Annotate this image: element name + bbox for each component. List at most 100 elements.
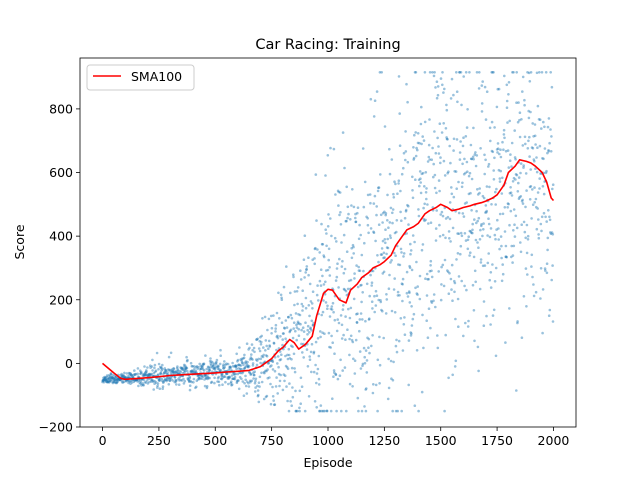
scatter-point	[413, 71, 417, 74]
scatter-point	[276, 362, 279, 365]
scatter-point	[194, 386, 197, 390]
scatter-point	[390, 377, 393, 381]
scatter-point	[472, 126, 475, 130]
scatter-point	[259, 343, 263, 346]
scatter-point	[139, 382, 142, 386]
scatter-point	[450, 192, 454, 196]
scatter-point	[170, 370, 174, 374]
scatter-point	[436, 334, 439, 337]
scatter-point	[185, 355, 188, 359]
scatter-point	[227, 377, 231, 380]
scatter-point	[524, 142, 527, 146]
scatter-point	[273, 356, 277, 359]
scatter-point	[257, 400, 261, 404]
scatter-point	[198, 368, 202, 371]
scatter-point	[498, 212, 502, 216]
scatter-point	[356, 312, 359, 316]
scatter-point	[470, 209, 473, 212]
scatter-point	[452, 195, 456, 199]
scatter-point	[223, 365, 226, 369]
scatter-point	[490, 71, 494, 74]
scatter-point	[509, 209, 513, 213]
scatter-point	[479, 261, 483, 264]
scatter-point	[232, 373, 236, 376]
scatter-point	[279, 335, 282, 338]
scatter-point	[445, 136, 448, 139]
scatter-point	[355, 312, 358, 316]
scatter-point	[216, 380, 219, 383]
scatter-point	[289, 291, 292, 295]
scatter-point	[437, 270, 441, 273]
scatter-point	[290, 404, 294, 408]
scatter-point	[145, 379, 149, 382]
scatter-point	[268, 376, 271, 379]
scatter-point	[433, 173, 437, 177]
scatter-point	[496, 218, 499, 222]
scatter-point	[456, 252, 460, 255]
scatter-point	[109, 379, 112, 382]
scatter-point	[172, 367, 175, 370]
scatter-point	[469, 143, 473, 147]
scatter-point	[151, 369, 154, 372]
scatter-point	[128, 372, 132, 375]
scatter-point	[235, 352, 238, 356]
scatter-point	[540, 71, 544, 74]
scatter-point	[500, 279, 504, 283]
scatter-point	[399, 210, 402, 214]
scatter-point	[184, 367, 187, 371]
scatter-point	[531, 146, 535, 150]
scatter-point	[277, 365, 280, 369]
scatter-point	[511, 261, 514, 264]
scatter-point	[110, 378, 114, 382]
scatter-point	[201, 362, 205, 366]
scatter-point	[110, 375, 114, 379]
scatter-point	[203, 384, 207, 388]
scatter-point	[480, 84, 484, 87]
scatter-point	[438, 223, 441, 227]
scatter-point	[488, 126, 492, 130]
scatter-point	[528, 155, 531, 158]
scatter-point	[379, 213, 383, 217]
scatter-point	[354, 216, 357, 220]
scatter-point	[264, 339, 268, 342]
scatter-point	[170, 368, 174, 371]
scatter-point	[227, 368, 231, 372]
scatter-point	[455, 138, 459, 141]
scatter-point	[416, 148, 419, 152]
scatter-point	[404, 158, 407, 162]
scatter-point	[123, 376, 127, 379]
scatter-point	[227, 376, 230, 379]
scatter-point	[421, 171, 425, 175]
scatter-point	[462, 172, 466, 176]
scatter-point	[284, 337, 287, 341]
scatter-point	[349, 306, 353, 310]
scatter-point	[375, 213, 378, 217]
scatter-point	[108, 377, 111, 380]
scatter-point	[483, 153, 486, 157]
scatter-point	[471, 155, 475, 159]
scatter-point	[466, 108, 469, 111]
scatter-point	[414, 154, 418, 158]
scatter-point	[220, 374, 223, 378]
legend-box	[86, 64, 195, 91]
scatter-point	[357, 409, 360, 413]
scatter-point	[322, 254, 326, 257]
scatter-point	[432, 175, 435, 179]
scatter-point	[360, 409, 364, 413]
scatter-point	[501, 176, 504, 180]
scatter-point	[374, 383, 378, 387]
scatter-point	[444, 127, 448, 130]
scatter-point	[190, 369, 194, 372]
scatter-point	[360, 283, 363, 287]
scatter-point	[169, 351, 173, 355]
scatter-point	[259, 335, 262, 339]
scatter-point	[299, 376, 303, 380]
scatter-point	[258, 349, 262, 353]
scatter-point	[355, 264, 358, 267]
scatter-point	[415, 260, 418, 264]
scatter-point	[131, 375, 134, 378]
scatter-point	[495, 148, 499, 151]
scatter-point	[168, 379, 171, 383]
scatter-point	[285, 366, 289, 369]
scatter-point	[160, 379, 164, 383]
